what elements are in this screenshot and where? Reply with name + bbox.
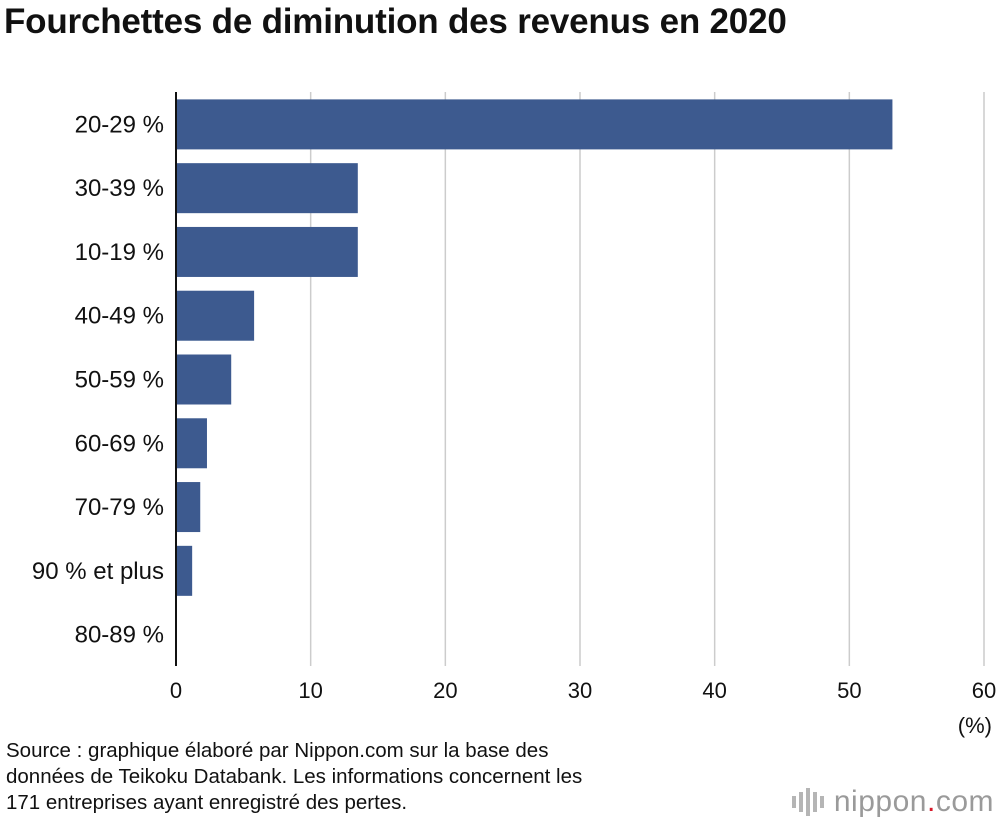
source-note: Source : graphique élaboré par Nippon.co… (6, 738, 726, 816)
source-line-2: données de Teikoku Databank. Les informa… (6, 765, 583, 788)
bar (176, 482, 201, 533)
bars (176, 99, 893, 596)
brand-name: nippon (833, 785, 927, 818)
gridlines (309, 92, 985, 666)
source-line-3: 171 entreprises ayant enregistré des per… (6, 791, 408, 814)
category-label: 20-29 % (75, 111, 164, 138)
source-line-1: Source : graphique élaboré par Nippon.co… (6, 739, 549, 762)
bar (176, 99, 893, 150)
x-tick-label: 40 (702, 678, 726, 703)
category-label: 70-79 % (75, 494, 164, 521)
x-tick-label: 0 (170, 678, 182, 703)
x-tick-label: 30 (568, 678, 592, 703)
bar (176, 545, 193, 596)
chart-title: Fourchettes de diminution des revenus en… (4, 2, 787, 41)
x-tick-label: 60 (972, 678, 996, 703)
x-tick-labels: 0 10 20 30 40 50 60 (170, 678, 996, 703)
brand-dot: . (926, 785, 936, 818)
x-tick-label: 50 (837, 678, 861, 703)
category-label: 80-89 % (75, 622, 164, 649)
brand-tld: com (935, 785, 994, 818)
category-label: 10-19 % (75, 239, 164, 266)
bar (176, 163, 358, 214)
category-label: 60-69 % (75, 430, 164, 457)
x-axis-unit-label: (%) (957, 713, 992, 738)
bar (176, 418, 207, 469)
category-label: 30-39 % (75, 175, 164, 202)
bar (176, 354, 232, 405)
brand-wordmark: nippon.com (834, 785, 994, 819)
category-label: 50-59 % (75, 367, 164, 394)
bar-chart: 20-29 % 30-39 % 10-19 % 40-49 % 50-59 % 60-69… (32, 92, 996, 703)
bar (176, 226, 358, 277)
category-labels: 20-29 % 30-39 % 10-19 % 40-49 % 50-59 % 60-69… (32, 111, 164, 648)
category-label: 90 % et plus (32, 558, 164, 585)
nippon-logo-bars-icon (791, 788, 824, 816)
bar (176, 290, 255, 341)
nippon-logo: nippon.com (791, 784, 994, 820)
category-label: 40-49 % (75, 303, 164, 330)
x-tick-label: 10 (298, 678, 322, 703)
x-tick-label: 20 (433, 678, 457, 703)
